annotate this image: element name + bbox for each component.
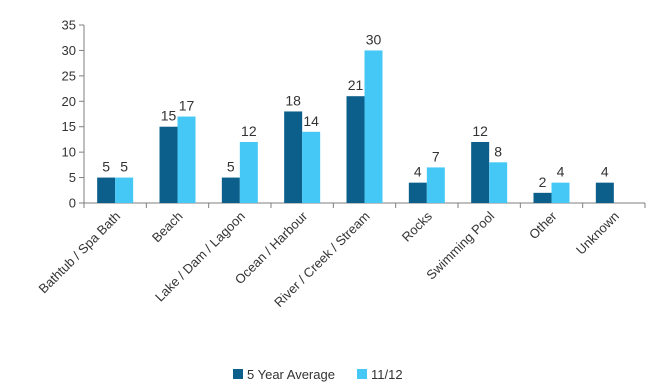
legend-label: 5 Year Average: [247, 367, 335, 382]
bar-five-year-average: [159, 126, 178, 203]
y-tick-label: 5: [69, 170, 76, 185]
y-tick-label: 35: [62, 18, 76, 33]
bar-current-year: [302, 131, 321, 203]
data-label: 5: [120, 159, 128, 175]
bar-current-year: [364, 50, 383, 203]
data-label: 17: [179, 98, 195, 114]
category-label: Bathtub / Spa Bath: [36, 209, 124, 297]
bar-current-year: [115, 177, 134, 203]
y-tick-label: 0: [69, 196, 76, 211]
bar-five-year-average: [408, 182, 427, 203]
bar-current-year: [551, 182, 570, 203]
data-label: 21: [348, 77, 364, 93]
data-label: 4: [414, 164, 422, 180]
y-tick-label: 25: [62, 68, 76, 83]
bar-five-year-average: [221, 177, 240, 203]
bar-current-year: [239, 141, 258, 203]
y-tick-label: 20: [62, 94, 76, 109]
data-label: 4: [557, 164, 565, 180]
category-label: Unknown: [573, 209, 622, 258]
bar-five-year-average: [97, 177, 116, 203]
y-tick-label: 30: [62, 43, 76, 58]
bar-current-year: [426, 167, 445, 203]
bar-five-year-average: [595, 182, 614, 203]
bar-five-year-average: [284, 111, 303, 203]
bars: [97, 50, 614, 203]
data-label: 12: [241, 123, 257, 139]
category-label: Other: [526, 208, 560, 242]
bar-current-year: [177, 116, 196, 203]
data-label: 12: [472, 123, 488, 139]
data-label: 30: [366, 31, 382, 47]
data-label: 5: [102, 159, 110, 175]
data-label: 7: [432, 148, 440, 164]
legend-swatch: [233, 369, 243, 379]
category-label: Beach: [149, 209, 186, 246]
data-label: 15: [161, 108, 177, 124]
data-label: 2: [539, 174, 547, 190]
data-label: 4: [601, 164, 609, 180]
bar-current-year: [489, 162, 508, 203]
y-tick-label: 15: [62, 119, 76, 134]
legend-label: 11/12: [371, 367, 403, 382]
bar-five-year-average: [471, 141, 490, 203]
data-label: 8: [494, 143, 502, 159]
legend: 5 Year Average 11/12: [233, 367, 403, 382]
bar-five-year-average: [533, 192, 552, 203]
data-label: 14: [303, 113, 319, 129]
category-label: Rocks: [399, 208, 435, 244]
data-label: 18: [285, 92, 301, 108]
legend-swatch: [357, 369, 367, 379]
bar-five-year-average: [346, 96, 365, 203]
data-label: 5: [227, 159, 235, 175]
y-tick-label: 10: [62, 145, 76, 160]
